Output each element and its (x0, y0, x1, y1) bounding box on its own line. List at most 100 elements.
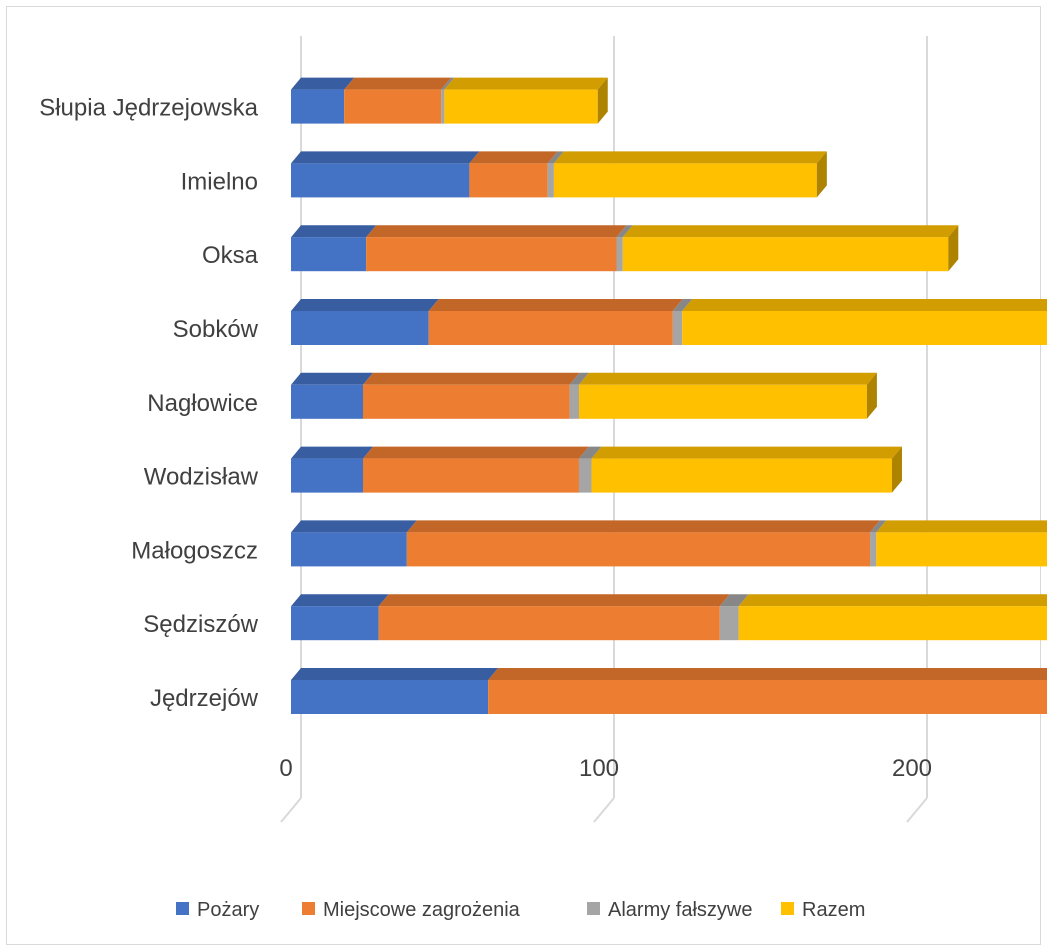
bar-slupia-jedrzejowska-pozary (291, 77, 355, 124)
bar-sobkow-alarmy-falszywe (672, 299, 693, 345)
bar-top-face (547, 151, 564, 164)
category-label-sobkow: Sobków (173, 316, 259, 343)
bar-top-face (569, 372, 589, 385)
legend-swatch (781, 902, 794, 915)
bar-naglowice-miejscowe-zagrozenia (362, 372, 580, 419)
legend: Pożary Miejscowe zagrożenia Alarmy fałszyw… (176, 899, 865, 921)
bar-imielno-alarmy-falszywe (547, 151, 564, 198)
legend-label: Miejscowe zagrożenia (323, 899, 521, 921)
bar-malogoszcz-razem (876, 520, 1047, 567)
bar-front-face (291, 163, 470, 198)
bar-side-face (597, 77, 608, 124)
bar-imielno-pozary (291, 151, 480, 198)
bar-row-sobkow (291, 299, 1047, 345)
bar-top-face (428, 299, 683, 311)
bar-wodzislaw-razem (591, 446, 902, 493)
bar-front-face (578, 384, 867, 419)
bar-top-face (291, 372, 373, 385)
bar-top-face (378, 594, 730, 607)
bar-front-face (444, 89, 598, 124)
bar-front-face (378, 606, 720, 641)
bar-front-face (291, 532, 407, 567)
bar-row-wodzislaw (291, 446, 902, 493)
category-label-sedziszow: Sędziszów (143, 611, 258, 638)
bar-top-face (291, 225, 377, 238)
legend-label: Alarmy fałszywe (608, 899, 752, 921)
tick-label-200: 200 (892, 755, 932, 782)
bar-slupia-jedrzejowska-alarmy-falszywe (441, 77, 455, 124)
legend-item-razem: Razem (781, 899, 865, 921)
bar-sedziszow-miejscowe-zagrozenia (378, 594, 730, 641)
bar-top-face (291, 151, 480, 164)
category-label-imielno: Imielno (181, 168, 258, 195)
bar-top-face (682, 299, 1047, 311)
bar-naglowice-razem (578, 372, 877, 419)
chart-area (6, 6, 1041, 945)
bar-sobkow-razem (682, 299, 1047, 345)
bar-front-face (291, 237, 367, 272)
bar-side-face (948, 225, 959, 272)
bar-front-face (366, 237, 617, 272)
bar-row-malogoszcz (291, 520, 1047, 567)
bar-top-face (578, 446, 602, 459)
legend-swatch (302, 902, 315, 915)
bar-oksa-alarmy-falszywe (616, 225, 633, 272)
bar-front-face (291, 311, 429, 345)
bar-front-face (406, 532, 871, 567)
bar-oksa-miejscowe-zagrozenia (366, 225, 627, 272)
bar-front-face (569, 384, 579, 419)
bar-wodzislaw-alarmy-falszywe (578, 446, 602, 493)
category-label-malogoszcz: Małogoszcz (131, 537, 258, 564)
bar-top-face (291, 446, 373, 459)
legend-label: Razem (802, 899, 865, 921)
bar-naglowice-pozary (291, 372, 373, 419)
bar-row-oksa (291, 225, 959, 272)
bar-naglowice-alarmy-falszywe (569, 372, 589, 419)
bar-slupia-jedrzejowska-miejscowe-zagrozenia (344, 77, 452, 124)
gridline-floor-200 (906, 797, 928, 823)
bar-jedrzejow-miejscowe-zagrozenia (488, 668, 1047, 714)
bar-front-face (672, 311, 683, 345)
legend-item-miejscowe-zagrozenia: Miejscowe zagrożenia (302, 899, 521, 921)
bar-top-face (291, 520, 417, 533)
bar-front-face (578, 458, 592, 493)
bar-row-jedrzejow (291, 668, 1047, 714)
bar-row-imielno (291, 151, 827, 198)
legend-swatch (176, 902, 189, 915)
bar-wodzislaw-pozary (291, 446, 373, 493)
bar-front-face (488, 680, 1047, 714)
category-label-oksa: Oksa (202, 242, 259, 269)
bar-sedziszow-razem (738, 594, 1047, 641)
bars (291, 77, 1047, 714)
bar-front-face (291, 89, 345, 124)
bar-top-face (291, 77, 355, 90)
bar-front-face (738, 606, 1047, 641)
category-label-slupia-jedrzejowska: Słupia Jędrzejowska (39, 95, 258, 122)
tick-label-0: 0 (279, 755, 292, 782)
bar-malogoszcz-alarmy-falszywe (870, 520, 887, 567)
gridline-floor-100 (593, 797, 615, 823)
tick-label-100: 100 (579, 755, 619, 782)
bar-sobkow-pozary (291, 299, 439, 345)
bar-top-face (591, 446, 902, 459)
bar-front-face (428, 311, 673, 345)
bar-top-face (672, 299, 693, 311)
bar-front-face (616, 237, 623, 272)
category-labels: Jędrzejów Sędziszów Małogoszcz Wodzisław Nag… (39, 95, 258, 712)
bar-top-face (441, 77, 455, 90)
bar-row-sedziszow (291, 594, 1047, 641)
bar-top-face (870, 520, 887, 533)
bar-top-face (578, 372, 877, 385)
bar-imielno-miejscowe-zagrozenia (469, 151, 558, 198)
bar-front-face (291, 606, 379, 641)
bar-front-face (344, 89, 442, 124)
bar-top-face (291, 668, 499, 680)
category-label-jedrzejow: Jędrzejów (150, 685, 259, 712)
bar-front-face (682, 311, 1047, 345)
legend-label: Pożary (197, 899, 259, 921)
bar-top-face (366, 225, 627, 238)
category-label-naglowice: Nagłowice (147, 390, 258, 417)
bar-front-face (547, 163, 554, 198)
bar-front-face (291, 680, 489, 714)
